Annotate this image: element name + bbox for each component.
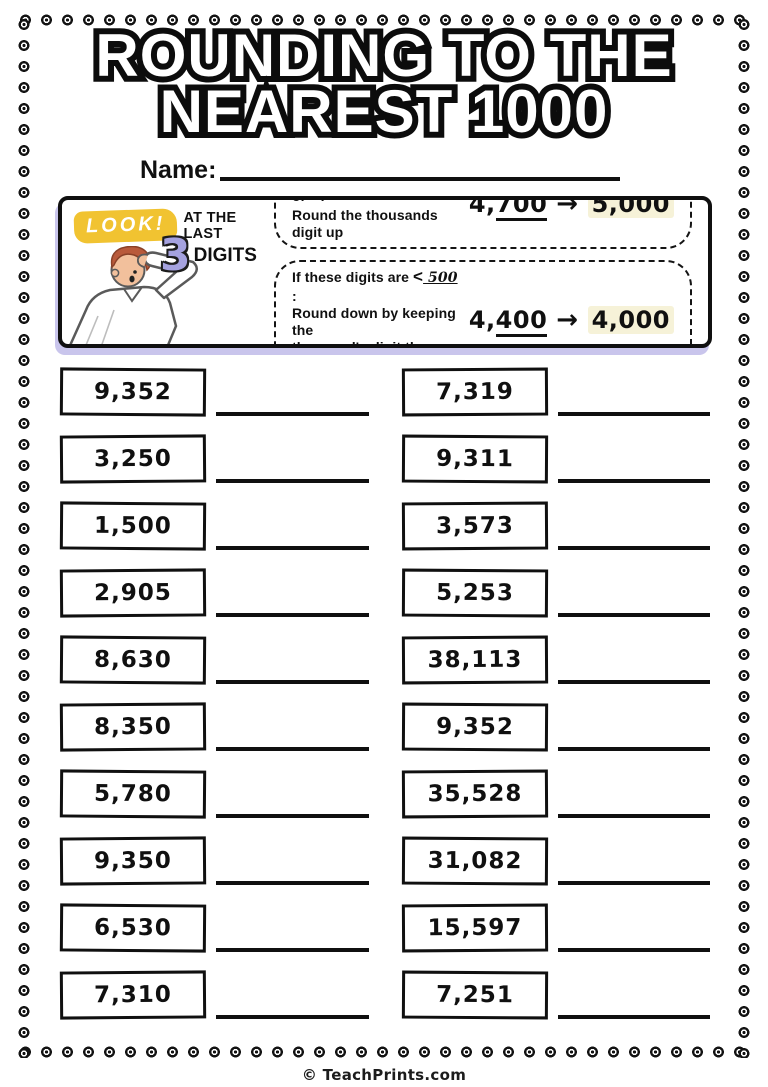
problem-row: 9,352 [59,367,369,417]
rules-column: If these digits are 500 or >: Round the … [274,200,708,344]
rule-round-down-text: If these digits are < 500 : Round down b… [292,266,458,348]
problem-number-box: 2,905 [59,568,207,618]
arrow-icon: → [556,196,579,220]
answer-line [216,680,369,684]
rule-round-down-example: 4,400 → 4,000 [469,304,674,337]
problem-number-box: 31,082 [401,836,548,886]
answer-line [216,881,369,885]
problem-row: 5,780 [59,769,369,819]
answer-line [557,680,710,684]
problem-number-box: 6,530 [59,903,207,953]
answer-line [557,1015,710,1019]
problem-number-box: 7,319 [401,367,548,417]
answer-line [216,948,369,952]
problem-row: 9,350 [59,836,369,886]
problem-row: 15,597 [401,903,710,953]
answer-line [557,747,710,751]
answer-line [557,881,710,885]
problem-row: 2,905 [59,568,369,618]
answer-line [216,613,369,617]
problem-row: 6,530 [59,903,369,953]
problem-number-box: 9,352 [59,367,207,417]
problem-number-box: 8,630 [59,635,207,685]
page-title-line-1: ROUNDING TO THE [0,26,768,86]
problem-number-box: 7,251 [401,970,548,1020]
name-label: Name: [140,156,217,184]
rule-round-up-example: 4,700 → 5,000 [469,196,674,222]
problem-row: 38,113 [401,635,710,685]
answer-line [557,948,710,952]
rule-round-up-text: If these digits are 500 or >: Round the … [292,196,438,240]
answer-line [557,613,710,617]
instruction-left: LOOK! AT THE LAST 3 DIGITS [62,200,274,344]
problem-number-box: 35,528 [401,769,548,819]
problem-number-box: 8,350 [59,702,207,752]
problem-number-box: 5,780 [59,769,207,819]
problem-row: 3,250 [59,434,369,484]
at-the-last-label: AT THE LAST [183,210,237,242]
problem-number-box: 3,250 [59,434,207,484]
big-three-digit: 3 [160,230,191,281]
dot-border-bottom [15,1046,753,1058]
answer-line [216,747,369,751]
problem-row: 1,500 [59,501,369,551]
problem-number-box: 15,597 [401,903,548,953]
answer-line [557,412,710,416]
problem-row: 9,352 [401,702,710,752]
rule-round-down: If these digits are < 500 : Round down b… [274,259,692,348]
problem-row: 31,082 [401,836,710,886]
problem-row: 7,310 [59,970,369,1020]
problem-row: 8,350 [59,702,369,752]
problem-row: 5,253 [401,568,710,618]
problem-row: 7,319 [401,367,710,417]
problem-number-box: 9,350 [59,836,207,886]
problem-row: 35,528 [401,769,710,819]
answer-line [216,814,369,818]
dot-border-left [18,14,30,1058]
rule-round-up: If these digits are 500 or >: Round the … [274,196,692,249]
instruction-panel: LOOK! AT THE LAST 3 DIGITS [58,196,712,348]
problem-number-box: 9,311 [401,434,548,484]
page-title-line-2: NEAREST 1000 [0,82,768,142]
problem-row: 3,573 [401,501,710,551]
answer-line [216,479,369,483]
name-blank-line [220,177,620,181]
arrow-icon: → [556,304,579,335]
problem-number-box: 5,253 [401,568,548,618]
problem-number-box: 3,573 [401,501,548,551]
problem-row: 8,630 [59,635,369,685]
answer-line [216,546,369,550]
answer-line [557,546,710,550]
problem-number-box: 9,352 [401,702,548,752]
footer-credit: © TeachPrints.com [301,1066,467,1084]
answer-line [216,1015,369,1019]
problem-row: 9,311 [401,434,710,484]
answer-line [216,412,369,416]
name-row: Name: [140,156,620,185]
digits-label: DIGITS [193,245,257,266]
problems-grid: 9,352 7,319 3,250 9,311 1,500 3,573 2,90… [59,367,710,1020]
problem-number-box: 7,310 [59,970,207,1020]
answer-line [557,814,710,818]
problem-row: 7,251 [401,970,710,1020]
problem-number-box: 38,113 [401,635,548,685]
problem-number-box: 1,500 [59,501,207,551]
page-title: ROUNDING TO THE NEAREST 1000 [0,0,768,142]
answer-line [557,479,710,483]
man-looking-icon [69,246,198,344]
dot-border-right [738,14,750,1058]
